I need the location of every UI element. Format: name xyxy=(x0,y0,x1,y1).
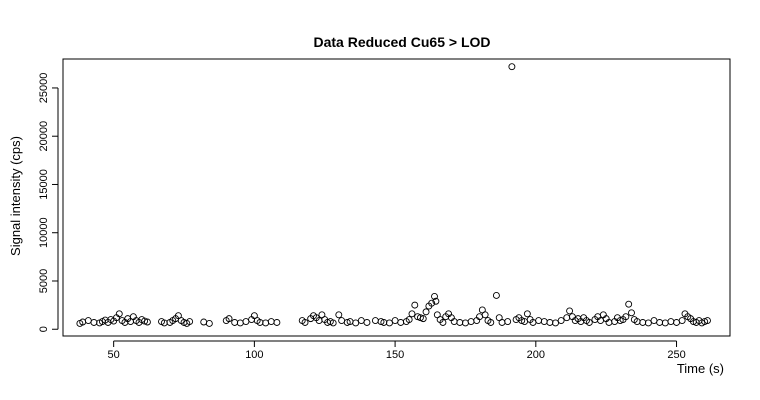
data-point xyxy=(363,319,371,326)
data-point xyxy=(704,317,711,325)
data-point xyxy=(391,317,399,325)
data-point xyxy=(422,308,430,316)
data-point xyxy=(416,314,424,322)
data-point xyxy=(205,320,213,327)
data-point xyxy=(231,319,239,326)
data-point xyxy=(508,63,516,71)
data-point xyxy=(504,318,512,325)
data-point xyxy=(143,318,151,326)
data-point xyxy=(411,301,419,309)
data-point xyxy=(242,318,250,325)
x-axis-label: Time (s) xyxy=(677,361,724,376)
data-point xyxy=(419,315,427,323)
plot-frame xyxy=(62,58,731,337)
data-point xyxy=(625,300,633,308)
data-point xyxy=(267,318,275,325)
data-point xyxy=(200,318,208,326)
data-point xyxy=(585,319,593,326)
data-point xyxy=(481,311,489,319)
data-point xyxy=(540,318,548,325)
data-point xyxy=(462,319,469,327)
data-point xyxy=(498,319,506,326)
data-point xyxy=(701,318,709,325)
data-point xyxy=(439,319,447,326)
data-point xyxy=(492,292,500,299)
data-point xyxy=(343,319,351,326)
data-point xyxy=(563,314,571,322)
data-point xyxy=(518,317,526,325)
data-point xyxy=(622,313,630,321)
y-tick-label: 15000 xyxy=(38,169,50,200)
data-point xyxy=(431,292,438,300)
x-tick-label: 200 xyxy=(527,349,545,361)
y-axis-label: Signal intensity (cps) xyxy=(8,136,23,256)
data-point xyxy=(405,316,413,324)
x-tick-label: 150 xyxy=(386,349,404,361)
data-point xyxy=(639,319,647,326)
data-point xyxy=(115,310,123,318)
data-point xyxy=(432,297,440,305)
data-point xyxy=(523,310,531,318)
data-point xyxy=(186,318,194,325)
data-point xyxy=(644,319,652,327)
data-point xyxy=(273,319,281,326)
y-tick-label: 10000 xyxy=(38,217,50,248)
data-point xyxy=(557,317,565,325)
data-point xyxy=(371,317,379,325)
data-point xyxy=(338,317,346,325)
y-tick-label: 5000 xyxy=(38,269,50,293)
chart-title: Data Reduced Cu65 > LOD xyxy=(314,34,491,50)
data-point xyxy=(566,307,574,315)
data-point xyxy=(262,319,270,327)
data-point xyxy=(628,309,635,317)
data-point xyxy=(650,317,658,325)
data-point xyxy=(428,299,436,307)
data-point xyxy=(236,319,244,327)
data-point xyxy=(678,317,686,325)
data-point xyxy=(667,318,675,325)
data-point xyxy=(352,319,360,327)
data-point xyxy=(552,319,559,327)
data-point xyxy=(487,319,495,326)
x-tick-label: 50 xyxy=(108,349,120,361)
y-tick-label: 0 xyxy=(38,326,50,332)
data-point xyxy=(386,319,393,327)
data-point xyxy=(84,317,92,325)
data-point xyxy=(225,315,233,323)
data-point xyxy=(141,317,149,325)
x-axis: 50 100 150 200 250 xyxy=(108,340,686,361)
data-point xyxy=(673,319,680,326)
data-point xyxy=(408,310,416,318)
y-tick-label: 25000 xyxy=(38,73,50,104)
x-tick-label: 250 xyxy=(667,349,685,361)
data-point xyxy=(377,318,385,325)
data-point xyxy=(456,319,464,326)
data-point xyxy=(616,317,624,325)
data-point xyxy=(467,318,475,325)
data-point xyxy=(301,319,309,326)
y-tick-label: 20000 xyxy=(38,121,50,152)
x-tick-label: 100 xyxy=(245,349,263,361)
data-point xyxy=(656,319,664,326)
y-axis: 0 5000 10000 15000 20000 25000 xyxy=(38,73,59,332)
data-point xyxy=(535,317,543,325)
data-point xyxy=(329,319,337,327)
data-point xyxy=(397,319,405,326)
data-point xyxy=(335,311,343,319)
data-points xyxy=(76,63,711,327)
data-point xyxy=(546,319,554,326)
data-point xyxy=(90,319,98,326)
data-point xyxy=(357,317,365,325)
data-point xyxy=(661,319,669,327)
